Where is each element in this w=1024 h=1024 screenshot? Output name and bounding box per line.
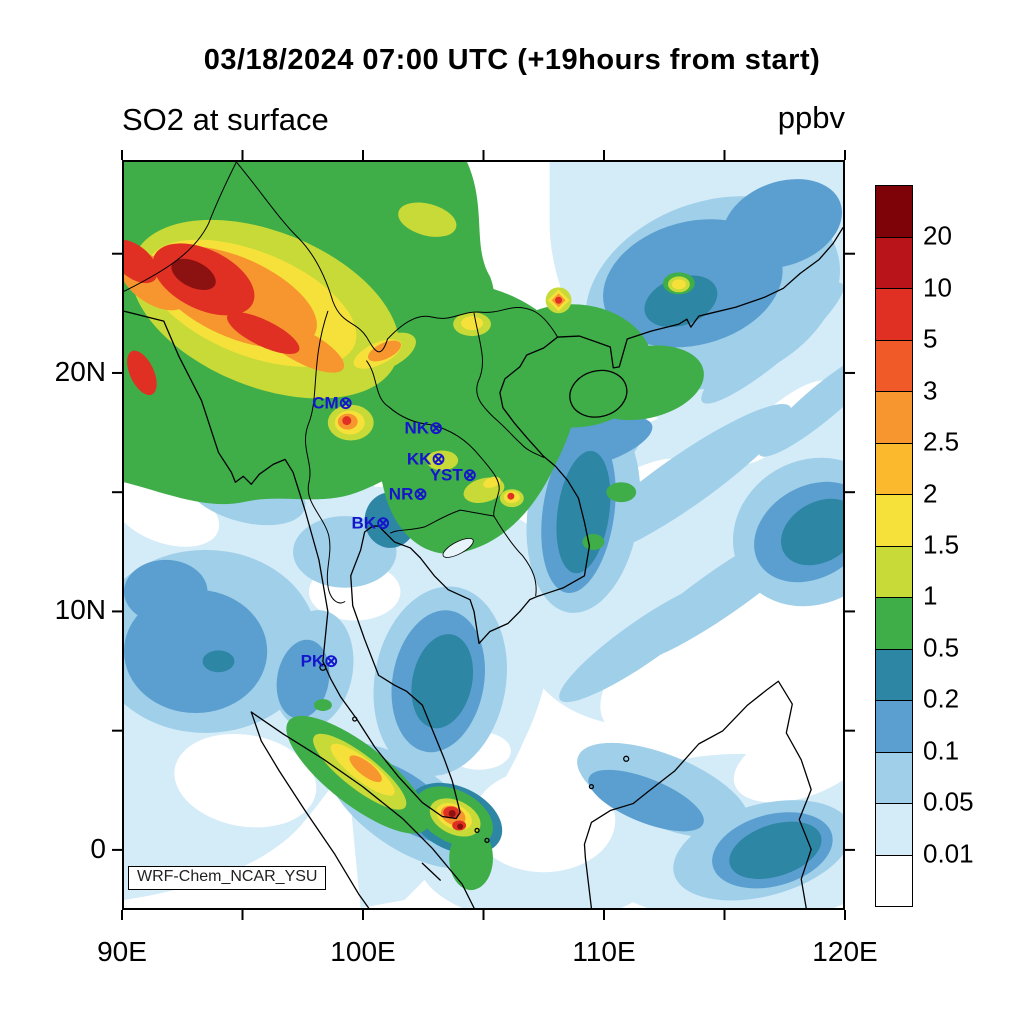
x-axis-label-90E: 90E xyxy=(97,936,147,967)
colorbar-segment-0 xyxy=(876,186,912,237)
variable-label: SO2 at surface xyxy=(122,102,329,137)
model-watermark: WRF-Chem_NCAR_YSU xyxy=(128,866,327,890)
colorbar-label-0.01: 0.01 xyxy=(923,838,974,869)
colorbar-label-3: 3 xyxy=(923,375,938,406)
colorbar-label-2: 2 xyxy=(923,478,938,509)
colorbar-segment-3 xyxy=(876,339,912,391)
colorbar-label-10: 10 xyxy=(923,272,952,303)
y-axis-label-10N: 10N xyxy=(54,594,106,626)
colorbar-label-5: 5 xyxy=(923,323,938,354)
colorbar-label-1: 1 xyxy=(923,580,938,611)
colorbar-segment-13 xyxy=(876,854,912,906)
country-borders xyxy=(124,162,559,604)
x-axis-label-100E: 100E xyxy=(330,936,396,967)
colorbar-label-0.5: 0.5 xyxy=(923,632,960,663)
coastline xyxy=(124,227,843,908)
colorbar-label-0.2: 0.2 xyxy=(923,683,960,714)
colorbar-segment-1 xyxy=(876,236,912,288)
colorbar-label-2.5: 2.5 xyxy=(923,426,960,457)
colorbar-segment-11 xyxy=(876,751,912,803)
plot-title: 03/18/2024 07:00 UTC (+19hours from star… xyxy=(203,44,821,76)
colorbar-segment-4 xyxy=(876,391,912,443)
colorbar-segment-10 xyxy=(876,700,912,752)
colorbar-segment-9 xyxy=(876,648,912,700)
colorbar-label-1.5: 1.5 xyxy=(923,529,960,560)
map-panel: CM⊗ NK⊗ KK⊗ YST⊗ NR⊗ BK⊗ PK⊗ WRF-Chem_NCAR_YSU xyxy=(122,160,845,910)
colorbar-segment-5 xyxy=(876,442,912,494)
y-axis-label-20N: 20N xyxy=(54,355,106,387)
so2-concentration-map xyxy=(124,162,843,908)
colorbar-label-20: 20 xyxy=(923,220,952,251)
field-layer-dark-red xyxy=(171,258,464,830)
colorbar-segment-2 xyxy=(876,288,912,340)
colorbar-segment-6 xyxy=(876,494,912,546)
lake-outline xyxy=(442,538,474,558)
colorbar-segment-12 xyxy=(876,803,912,855)
colorbar xyxy=(875,185,913,907)
colorbar-segment-8 xyxy=(876,597,912,649)
colorbar-label-0.05: 0.05 xyxy=(923,786,974,817)
units-label: ppbv xyxy=(777,100,845,135)
colorbar-label-0.1: 0.1 xyxy=(923,735,960,766)
x-axis-label-120E: 120E xyxy=(812,936,878,967)
y-axis-label-0: 0 xyxy=(90,832,106,864)
colorbar-segment-7 xyxy=(876,545,912,597)
x-axis-label-110E: 110E xyxy=(572,936,636,967)
